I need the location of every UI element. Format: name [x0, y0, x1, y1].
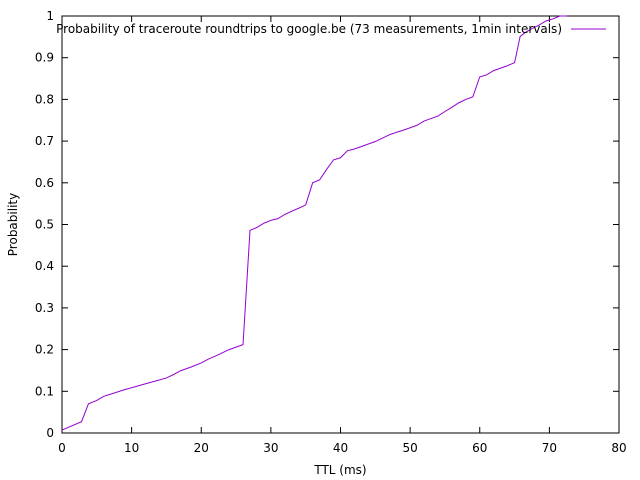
series-line	[61, 15, 567, 431]
y-axis-ticks: 0 0.1 0.2 0.3 0.4 0.5 0.6 0.7 0.8 0.9 1	[35, 9, 619, 440]
y-tick-label: 0.1	[35, 384, 54, 398]
y-tick-label: 0.9	[35, 51, 54, 65]
y-tick-label: 1	[46, 9, 54, 23]
y-tick-label: 0.2	[35, 343, 54, 357]
plot-frame	[61, 15, 620, 434]
x-tick-label: 40	[333, 441, 348, 455]
x-axis-label: TTL (ms)	[313, 463, 366, 477]
y-axis-label: Probability	[6, 193, 20, 256]
x-tick-label: 50	[402, 441, 417, 455]
y-tick-label: 0	[46, 426, 54, 440]
x-tick-label: 0	[58, 441, 66, 455]
y-tick-label: 0.5	[35, 218, 54, 232]
legend-label: Probability of traceroute roundtrips to …	[56, 22, 562, 36]
y-tick-label: 0.6	[35, 176, 54, 190]
x-axis-ticks: 0 10 20 30 40 50 60 70 80	[58, 16, 627, 455]
y-tick-label: 0.4	[35, 259, 54, 273]
legend: Probability of traceroute roundtrips to …	[56, 22, 606, 36]
y-tick-label: 0.7	[35, 134, 54, 148]
x-tick-label: 10	[124, 441, 139, 455]
y-tick-label: 0.8	[35, 92, 54, 106]
y-tick-label: 0.3	[35, 301, 54, 315]
x-tick-label: 20	[194, 441, 209, 455]
x-tick-label: 30	[263, 441, 278, 455]
x-tick-label: 80	[611, 441, 626, 455]
x-tick-label: 60	[472, 441, 487, 455]
x-tick-label: 70	[542, 441, 557, 455]
